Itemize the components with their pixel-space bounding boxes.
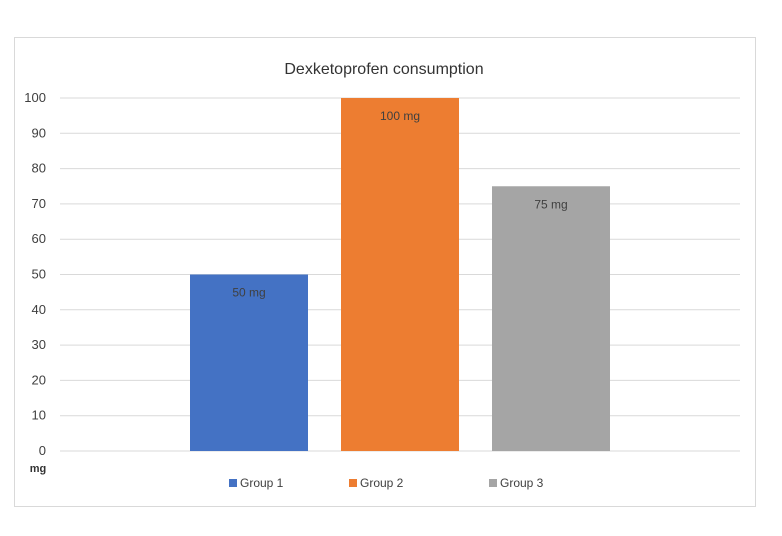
bar-group-3 (492, 186, 610, 451)
y-tick-label: 100 (24, 90, 46, 105)
legend-swatch (229, 479, 237, 487)
legend-swatch (349, 479, 357, 487)
y-axis-ticks: 0 10 20 30 40 50 60 70 80 90 100 (24, 90, 46, 458)
bar-group-1 (190, 274, 308, 451)
y-tick-label: 60 (32, 231, 46, 246)
y-unit-label: mg (30, 463, 47, 475)
chart-title: Dexketoprofen consumption (284, 61, 483, 78)
legend-label: Group 3 (500, 476, 544, 490)
bars: 50 mg 100 mg 75 mg (190, 98, 610, 451)
bar-group-2 (341, 98, 459, 451)
data-label: 100 mg (380, 109, 420, 123)
data-label: 50 mg (232, 286, 265, 300)
y-tick-label: 20 (32, 372, 46, 387)
legend-swatch (489, 479, 497, 487)
y-tick-label: 70 (32, 196, 46, 211)
legend: Group 1 Group 2 Group 3 (229, 476, 544, 490)
y-tick-label: 0 (39, 443, 46, 458)
y-tick-label: 90 (32, 125, 46, 140)
data-label: 75 mg (534, 197, 567, 211)
legend-label: Group 1 (240, 476, 284, 490)
y-tick-label: 40 (32, 302, 46, 317)
y-tick-label: 10 (32, 408, 46, 423)
y-tick-label: 50 (32, 267, 46, 282)
y-tick-label: 30 (32, 337, 46, 352)
legend-label: Group 2 (360, 476, 404, 490)
y-tick-label: 80 (32, 161, 46, 176)
